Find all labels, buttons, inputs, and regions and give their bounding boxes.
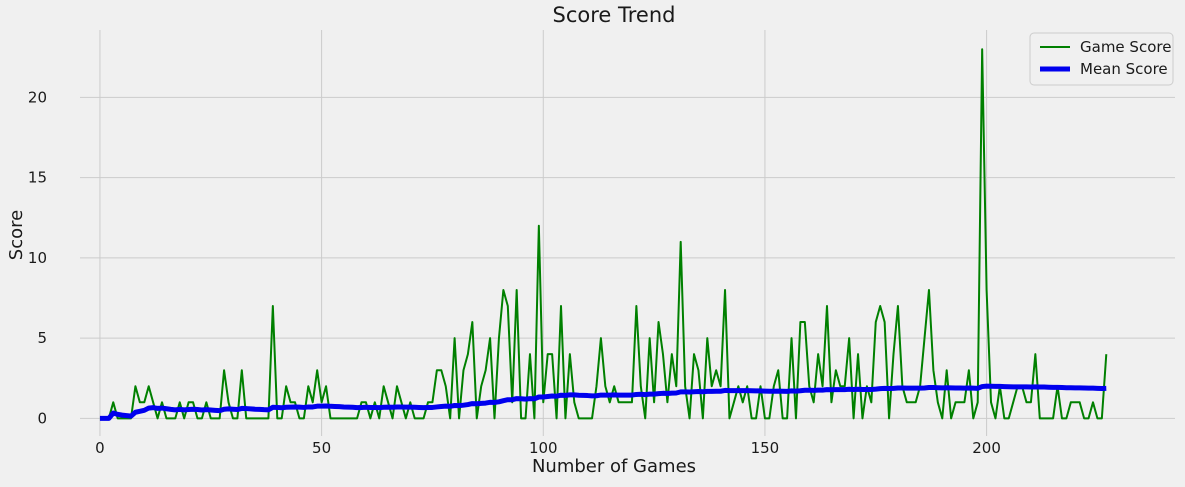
series-line-mean-score [99, 383, 1107, 421]
series-lines [99, 48, 1108, 421]
y-axis-label: Score [6, 210, 27, 260]
chart-title: Score Trend [553, 3, 676, 27]
x-axis-label: Number of Games [532, 456, 696, 477]
legend: Game Score Mean Score [1029, 32, 1174, 86]
y-tick-label: 20 [28, 88, 47, 106]
y-tick-label: 5 [37, 329, 47, 347]
x-tick-label: 0 [95, 439, 105, 457]
y-tick-label: 0 [37, 409, 47, 427]
x-tick-label: 200 [972, 439, 1001, 457]
grid [80, 30, 1175, 436]
series-line-game-score [99, 48, 1108, 420]
tick-labels: 0 50 100 150 200 0 5 10 15 20 [28, 88, 1001, 457]
x-tick-label: 50 [312, 439, 331, 457]
legend-label-mean-score: Mean Score [1080, 60, 1168, 78]
x-tick-label: 100 [529, 439, 558, 457]
legend-label-game-score: Game Score [1080, 38, 1171, 56]
y-tick-label: 15 [28, 169, 47, 187]
x-tick-label: 150 [751, 439, 780, 457]
y-tick-label: 10 [28, 249, 47, 267]
